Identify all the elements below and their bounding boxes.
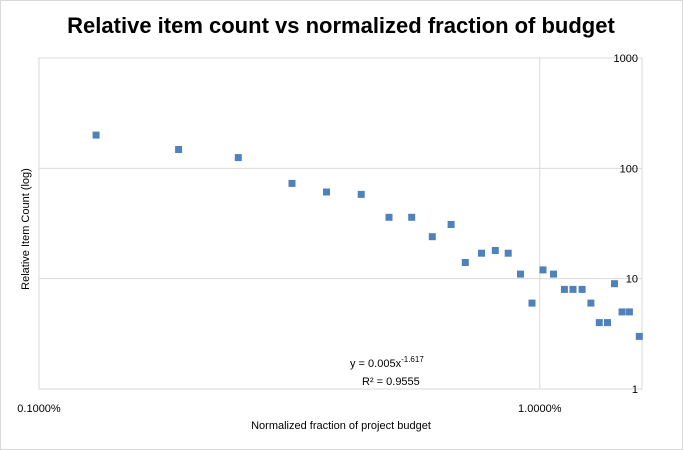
data-point-9 (447, 221, 455, 228)
data-point-26 (625, 308, 633, 316)
plot-area (38, 57, 643, 390)
data-point-20 (578, 285, 586, 293)
data-point-0 (92, 131, 100, 139)
data-point-22 (595, 319, 603, 327)
gridlines (39, 57, 642, 389)
data-point-4 (323, 188, 330, 196)
chart-title: Relative item count vs normalized fracti… (67, 13, 615, 38)
r-squared-label: R² = 0.9555 (362, 376, 420, 388)
x-axis-label: Normalized fraction of project budget (251, 420, 431, 432)
data-point-5 (357, 190, 365, 198)
data-point-2 (234, 154, 242, 162)
x-tick-label-0: 0.1000% (17, 403, 61, 415)
equation-exponent: -1.617 (401, 355, 424, 364)
data-point-14 (517, 270, 524, 278)
data-point-7 (408, 213, 416, 221)
data-point-17 (550, 270, 557, 278)
data-point-24 (611, 280, 618, 288)
y-tick-label-0: 1 (632, 384, 638, 396)
data-point-19 (569, 285, 577, 293)
data-point-11 (478, 249, 485, 257)
data-point-8 (428, 233, 436, 241)
data-point-6 (385, 213, 393, 221)
data-point-3 (288, 179, 296, 187)
data-point-15 (528, 299, 536, 307)
data-point-10 (461, 259, 469, 266)
y-tick-label-2: 100 (620, 163, 638, 175)
data-point-23 (604, 319, 611, 327)
data-point-27 (635, 332, 643, 340)
data-point-12 (491, 247, 499, 254)
data-point-25 (618, 308, 626, 316)
y-axis-label: Relative Item Count (log) (20, 168, 32, 290)
data-point-13 (504, 249, 512, 257)
equation-base: y = 0.005x (350, 358, 402, 370)
data-point-18 (560, 285, 568, 293)
data-points (92, 131, 643, 340)
y-tick-label-1: 10 (626, 274, 638, 286)
data-point-16 (539, 266, 547, 274)
y-tick-label-3: 1000 (614, 53, 638, 65)
x-tick-label-1: 1.0000% (518, 403, 562, 415)
tick-labels: 1 10 100 1000 0.1000% 1.0000% (17, 53, 638, 415)
trendline-equation: y = 0.005x-1.617 (350, 355, 424, 370)
data-point-21 (587, 299, 595, 307)
data-point-1 (175, 146, 183, 153)
